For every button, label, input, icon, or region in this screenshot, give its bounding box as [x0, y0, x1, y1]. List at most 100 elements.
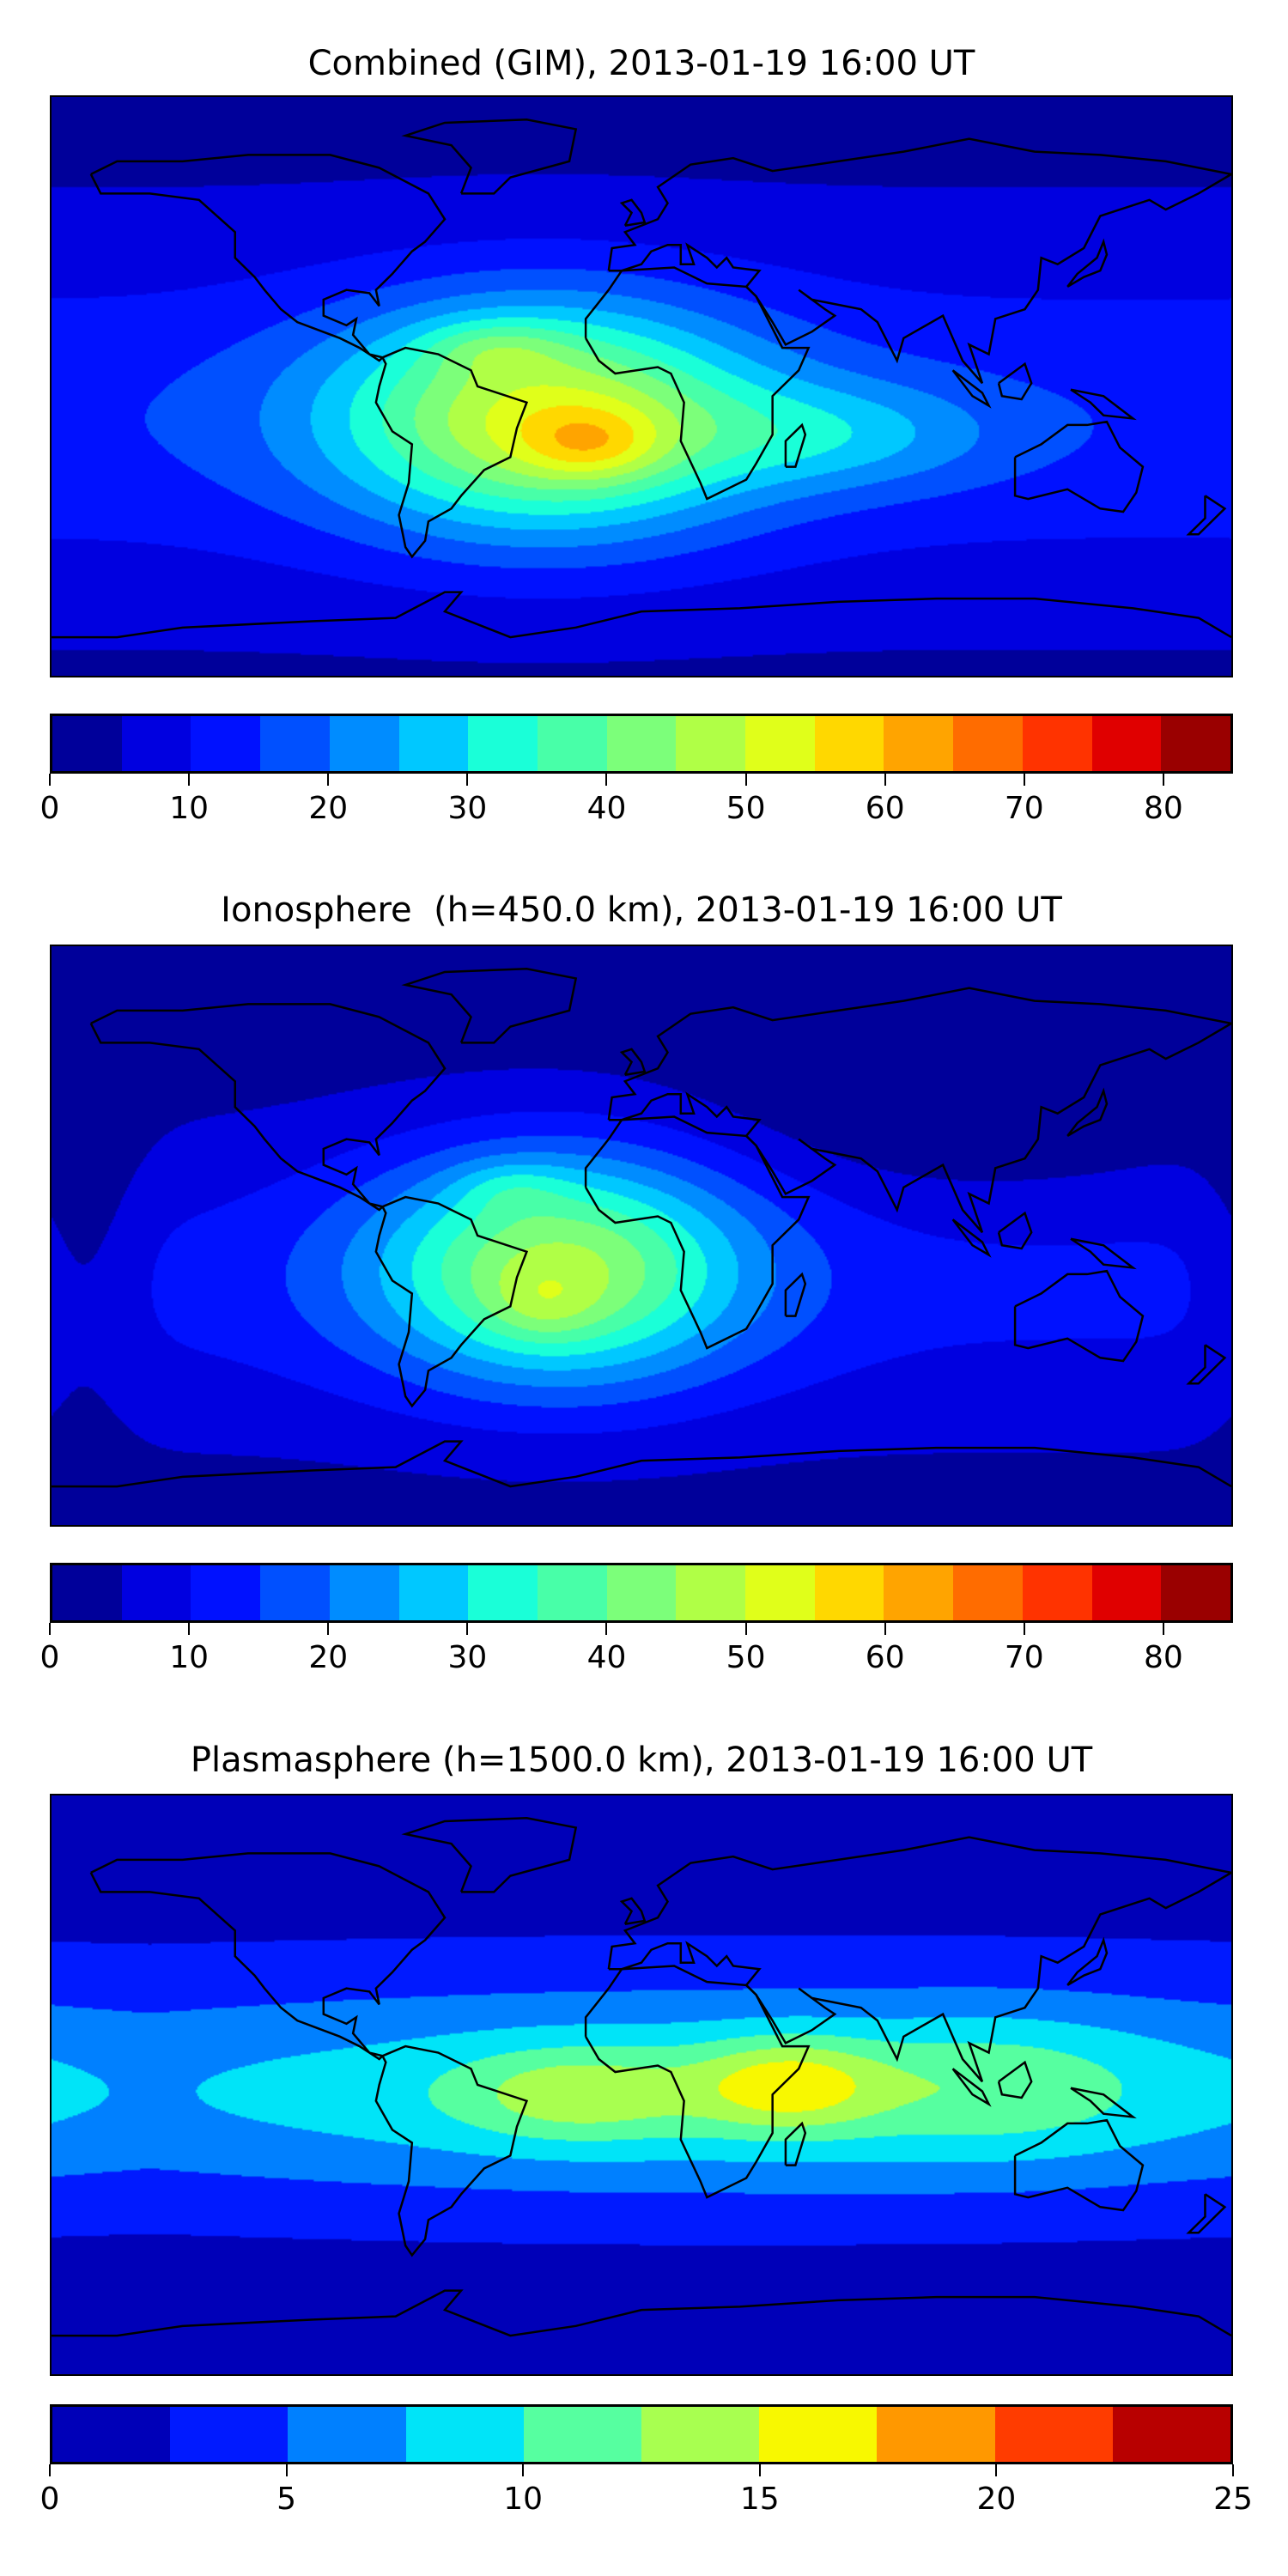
panel-3-contour-field	[52, 1795, 1231, 2374]
colorbar-tick-label: 40	[586, 791, 627, 826]
colorbar-segment	[52, 1565, 122, 1620]
coastline-new-zealand	[1188, 495, 1224, 534]
coastline-eurasia	[609, 1838, 1231, 2082]
colorbar-segment	[405, 2407, 524, 2462]
coastline-australia	[1015, 2120, 1143, 2210]
coastline-new-guinea	[1071, 2088, 1133, 2117]
colorbar-tick-label: 70	[1004, 791, 1044, 826]
colorbar-tick-mark	[1162, 774, 1164, 786]
colorbar-segment	[288, 2407, 406, 2462]
colorbar-segment	[953, 716, 1023, 771]
colorbar-segment	[537, 1565, 607, 1620]
panel-2-colorbar	[50, 1563, 1233, 1623]
panel-3-colorbar-ticks: 0 5 10 15 20 25	[40, 2464, 1253, 2533]
coastline-japan	[1067, 242, 1107, 287]
coastline-africa	[586, 1116, 809, 1348]
coastline-north-america	[91, 155, 445, 361]
colorbar-tick-mark	[466, 1623, 469, 1635]
colorbar-tick-label: 5	[276, 2482, 297, 2517]
panel-2-map	[50, 945, 1233, 1527]
colorbar-tick-label: 80	[1144, 1640, 1183, 1675]
coastline-madagascar	[786, 425, 805, 467]
colorbar-segment	[398, 1565, 469, 1620]
panel-1-map	[50, 95, 1233, 677]
colorbar-segment	[745, 716, 815, 771]
colorbar-tick-label: 10	[503, 2482, 544, 2517]
colorbar-segment	[121, 716, 191, 771]
coastline-north-america	[91, 1004, 445, 1210]
colorbar-segment	[884, 716, 954, 771]
colorbar-tick-label: 0	[39, 791, 60, 826]
coastline-sumatra	[953, 2069, 989, 2104]
colorbar-tick-mark	[1023, 1623, 1025, 1635]
colorbar-tick-label: 0	[39, 1640, 60, 1675]
colorbar-tick-label: 50	[726, 1640, 766, 1675]
coastline-borneo	[999, 1213, 1031, 1249]
coastline-greenland	[405, 969, 575, 1042]
colorbar-tick-mark	[188, 1623, 191, 1635]
coastline-greenland	[405, 1818, 575, 1892]
colorbar-tick-mark	[1023, 774, 1025, 786]
colorbar-tick-label: 50	[726, 791, 766, 826]
coastline-sumatra	[953, 1219, 989, 1255]
colorbar-tick-label: 15	[739, 2482, 780, 2517]
colorbar-segment	[191, 716, 261, 771]
coastline-new-zealand	[1188, 1345, 1224, 1383]
coastline-eurasia	[609, 988, 1231, 1233]
colorbar-tick-mark	[466, 774, 469, 786]
coastline-japan	[1067, 1941, 1107, 1985]
coastline-britain	[622, 200, 645, 226]
panel-1-contour-field	[52, 97, 1231, 676]
colorbar-segment	[1112, 2407, 1231, 2462]
coastline-britain	[622, 1049, 645, 1075]
coastline-sumatra	[953, 370, 989, 405]
colorbar-tick-label: 10	[169, 1640, 210, 1675]
coastline-africa	[586, 267, 809, 499]
colorbar-segment	[1091, 716, 1162, 771]
colorbar-segment	[260, 1565, 330, 1620]
colorbar-segment	[52, 2407, 171, 2462]
colorbar-tick-label: 40	[586, 1640, 627, 1675]
colorbar-tick-label: 60	[865, 1640, 905, 1675]
colorbar-tick-mark	[1162, 1623, 1164, 1635]
colorbar-tick-label: 10	[169, 791, 210, 826]
colorbar-segment	[1022, 1565, 1092, 1620]
colorbar-segment	[52, 716, 122, 771]
colorbar-tick-label: 60	[865, 791, 905, 826]
panel-3-coastlines	[52, 1795, 1231, 2374]
coastline-borneo	[999, 2063, 1031, 2098]
colorbar-segment	[1161, 1565, 1230, 1620]
colorbar-segment	[676, 716, 746, 771]
coastline-japan	[1067, 1091, 1107, 1136]
panel-3-colorbar	[50, 2404, 1233, 2464]
colorbar-tick-mark	[995, 2464, 998, 2476]
coastline-greenland	[405, 119, 575, 193]
colorbar-tick-mark	[744, 1623, 747, 1635]
colorbar-tick-label: 70	[1004, 1640, 1044, 1675]
coastline-borneo	[999, 364, 1031, 399]
colorbar-tick-mark	[884, 774, 886, 786]
colorbar-segment	[884, 1565, 954, 1620]
coastline-new-guinea	[1071, 390, 1133, 419]
panel-3-map	[50, 1794, 1233, 2376]
coastline-new-zealand	[1188, 2194, 1224, 2233]
colorbar-segment	[398, 716, 469, 771]
colorbar-tick-mark	[1232, 2464, 1234, 2476]
coastline-south-america	[376, 348, 527, 556]
colorbar-segment	[641, 2407, 760, 2462]
colorbar-tick-label: 0	[39, 2482, 60, 2517]
colorbar-segment	[994, 2407, 1113, 2462]
colorbar-segment	[1091, 1565, 1162, 1620]
colorbar-segment	[329, 716, 399, 771]
coastline-new-guinea	[1071, 1239, 1133, 1268]
coastline-antarctica	[52, 1442, 1231, 1486]
coastline-madagascar	[786, 2123, 805, 2166]
colorbar-segment	[191, 1565, 261, 1620]
colorbar-segment	[1022, 716, 1092, 771]
colorbar-tick-mark	[884, 1623, 886, 1635]
coastline-britain	[622, 1899, 645, 1924]
colorbar-tick-label: 20	[976, 2482, 1017, 2517]
colorbar-tick-label: 25	[1213, 2482, 1253, 2517]
colorbar-tick-label: 30	[447, 1640, 488, 1675]
colorbar-tick-mark	[744, 774, 747, 786]
